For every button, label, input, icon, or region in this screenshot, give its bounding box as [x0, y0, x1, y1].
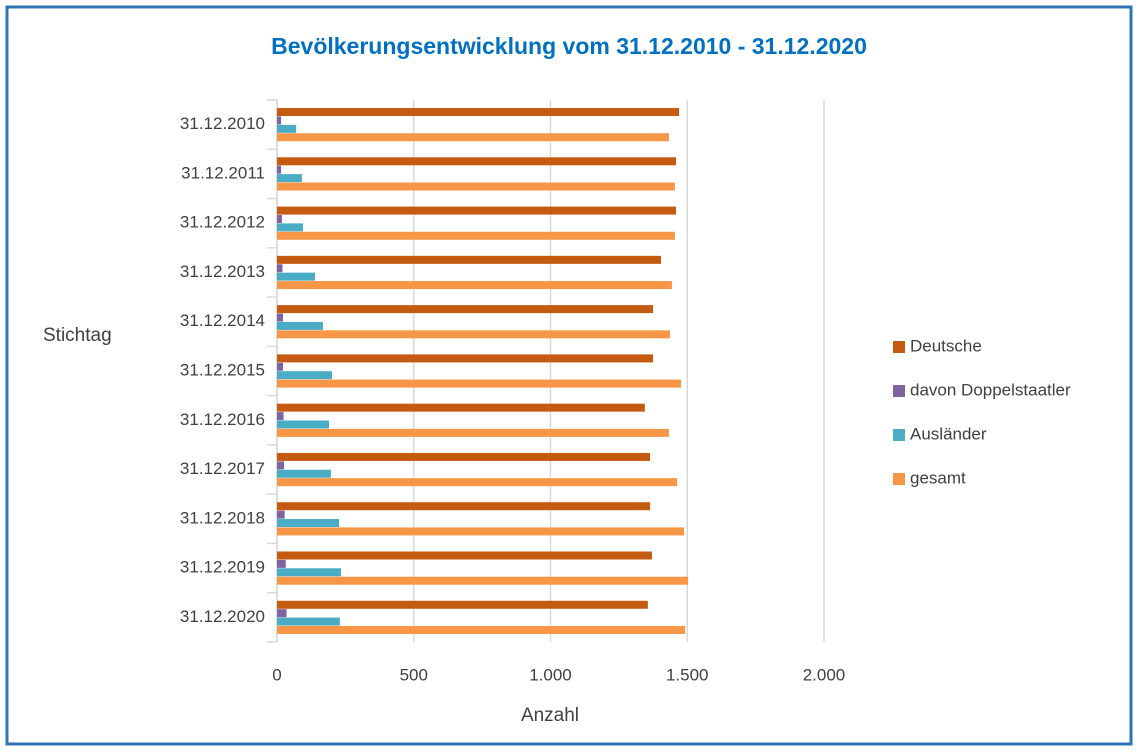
bar	[277, 354, 654, 363]
bar	[277, 362, 284, 371]
bar	[277, 617, 340, 626]
y-tick-label: 31.12.2019	[180, 558, 265, 577]
bar	[277, 223, 303, 232]
bar	[277, 124, 297, 133]
bar	[277, 609, 287, 618]
y-tick-label: 31.12.2012	[180, 213, 265, 232]
bar	[277, 281, 672, 290]
bar	[277, 133, 669, 142]
x-tick-label: 1.000	[529, 665, 572, 684]
bar	[277, 559, 286, 568]
y-tick-label: 31.12.2014	[180, 311, 265, 330]
bar	[277, 519, 340, 528]
y-tick-label: 31.12.2011	[181, 163, 265, 182]
bar	[277, 568, 341, 577]
y-tick-label: 31.12.2018	[180, 508, 265, 527]
bar	[277, 478, 678, 487]
x-tick-label: 500	[400, 665, 428, 684]
bar	[277, 206, 677, 215]
frame	[5, 5, 1133, 746]
legend-swatch	[893, 429, 905, 441]
legend-label: davon Doppelstaatler	[910, 380, 1071, 399]
legend-swatch	[893, 473, 905, 485]
bar	[277, 452, 651, 461]
bar	[277, 420, 329, 429]
bar	[277, 576, 689, 585]
bar	[277, 510, 285, 519]
bar	[277, 305, 654, 314]
y-tick-label: 31.12.2013	[180, 262, 265, 281]
bar	[277, 600, 648, 609]
bar	[277, 182, 675, 191]
legend-swatch	[893, 341, 905, 353]
bar	[277, 502, 651, 511]
bar	[277, 231, 675, 240]
bar	[277, 330, 671, 339]
chart-title: Bevölkerungsentwicklung vom 31.12.2010 -…	[271, 33, 867, 59]
bar	[277, 551, 652, 560]
bar	[277, 264, 283, 273]
bar	[277, 379, 681, 388]
bar	[277, 174, 302, 183]
bar	[277, 469, 331, 478]
bar	[277, 527, 684, 536]
legend-label: Ausländer	[910, 424, 987, 443]
legend-swatch	[893, 385, 905, 397]
y-tick-label: 31.12.2010	[180, 114, 265, 133]
bar	[277, 461, 285, 470]
bar	[277, 625, 686, 634]
x-tick-label: 0	[272, 665, 281, 684]
y-tick-label: 31.12.2020	[180, 607, 265, 626]
bar	[277, 116, 282, 125]
bar	[277, 313, 284, 322]
x-tick-label: 1.500	[666, 665, 709, 684]
bar	[277, 371, 332, 380]
bar	[277, 214, 282, 223]
bar	[277, 255, 661, 264]
legend-label: gesamt	[910, 468, 966, 487]
legend-label: Deutsche	[910, 336, 982, 355]
y-tick-label: 31.12.2016	[180, 410, 265, 429]
bar	[277, 272, 316, 281]
bar	[277, 321, 323, 330]
bar	[277, 165, 282, 174]
bar	[277, 157, 677, 166]
x-tick-label: 2.000	[803, 665, 846, 684]
y-axis-label: Stichtag	[43, 325, 112, 346]
x-axis-label: Anzahl	[521, 705, 579, 726]
bar	[277, 403, 645, 412]
bar	[277, 412, 284, 421]
y-tick-label: 31.12.2015	[180, 360, 265, 379]
bar	[277, 108, 680, 117]
y-tick-label: 31.12.2017	[180, 459, 265, 478]
bar	[277, 428, 669, 437]
